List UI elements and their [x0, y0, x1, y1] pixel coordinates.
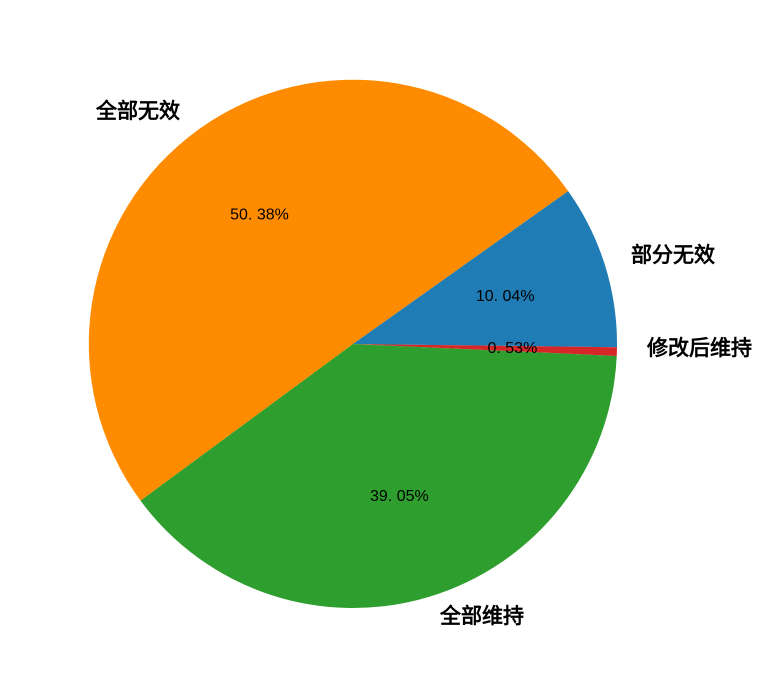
svg-text:部分无效: 部分无效 — [631, 243, 715, 267]
svg-text:0. 53%: 0. 53% — [487, 340, 537, 357]
svg-text:10. 04%: 10. 04% — [476, 288, 535, 305]
svg-text:修改后维持: 修改后维持 — [646, 336, 752, 360]
svg-text:全部维持: 全部维持 — [439, 604, 524, 628]
svg-text:39. 05%: 39. 05% — [370, 488, 429, 505]
svg-text:50. 38%: 50. 38% — [230, 206, 289, 223]
svg-text:全部无效: 全部无效 — [95, 99, 180, 123]
